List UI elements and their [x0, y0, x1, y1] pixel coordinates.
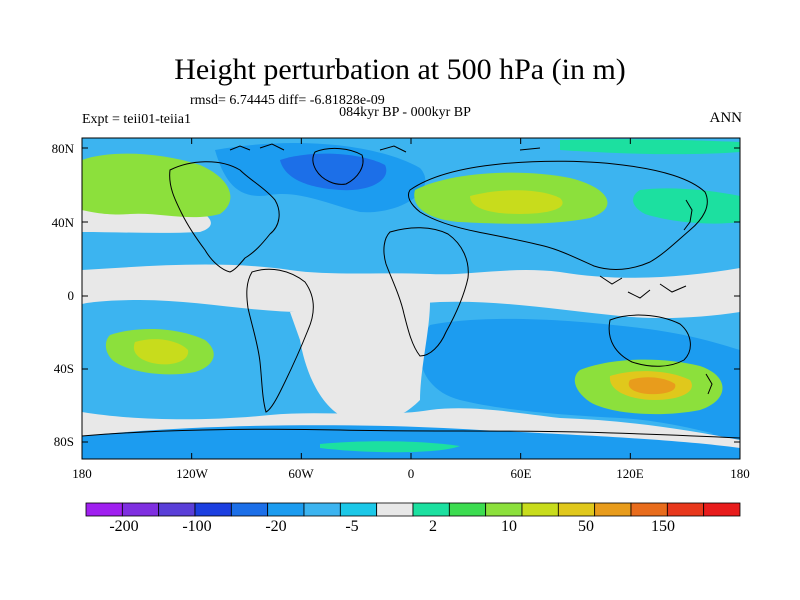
positive-anomaly-north-pacific [82, 153, 231, 218]
coastline-new-zealand [705, 373, 713, 395]
coastline-north-america [169, 161, 280, 273]
colorbar-label: -100 [182, 518, 211, 535]
lat-tick-label: 80S [54, 434, 74, 449]
colorbar-label: 150 [651, 518, 675, 535]
lat-tick-marks [82, 147, 740, 443]
lon-tick-label: 0 [408, 466, 415, 481]
colorbar [85, 502, 741, 517]
colorbar-swatch [666, 502, 705, 517]
colorbar-swatch [121, 502, 160, 517]
lat-tick-label: 0 [68, 288, 75, 303]
colorbar-swatch [303, 502, 341, 517]
coastline-antarctica [82, 428, 740, 439]
blue-region-tropics [82, 225, 740, 278]
lat-tick-label: 40S [54, 361, 74, 376]
chart-title: Height perturbation at 500 hPa (in m) [174, 53, 626, 86]
colorbar-swatch [630, 502, 668, 517]
experiment-label: Expt = teii01-teiia1 [82, 112, 191, 127]
colorbar-swatch [194, 502, 232, 517]
colorbar-swatch [485, 502, 523, 517]
positive-anomaly-europe-core [470, 190, 563, 214]
colorbar-swatch [376, 502, 414, 517]
colorbar-swatch [85, 502, 123, 517]
period-subtitle: 084kyr BP - 000kyr BP [339, 105, 471, 120]
negative-anomaly-greenland [280, 153, 387, 191]
positive-anomaly-arctic [560, 139, 740, 155]
season-label: ANN [709, 110, 743, 126]
neutral-band-southern [82, 408, 740, 448]
positive-anomaly-south-indian-peak [628, 377, 676, 395]
coastline-south-america [246, 268, 314, 413]
lon-tick-label: 120E [616, 466, 644, 481]
colorbar-swatch [521, 502, 559, 517]
coastlines [82, 143, 740, 439]
colorbar-swatch [339, 502, 378, 517]
colorbar-label: 2 [429, 518, 437, 535]
lon-tick-label: 120W [176, 466, 209, 481]
coastline-japan [683, 199, 693, 231]
colorbar-label: -5 [345, 518, 358, 535]
neutral-band-south-atlantic [290, 302, 430, 422]
neutral-band-equatorial [82, 264, 740, 319]
colorbar-label: 50 [578, 518, 594, 535]
lon-tick-marks [81, 138, 741, 459]
coastline-se-asia [599, 275, 687, 299]
colorbar-swatch [158, 502, 196, 517]
colorbar-label: -20 [265, 518, 286, 535]
colorbar-swatch [412, 502, 450, 517]
colorbar-label: 10 [501, 518, 517, 535]
lon-tick-label: 60E [511, 466, 532, 481]
blue-region-north-eurasia [440, 146, 705, 179]
positive-anomaly-west-pacific [633, 188, 740, 224]
lon-tick-label: 60W [288, 466, 314, 481]
coastline-australia [608, 314, 691, 367]
coastline-eurasia [407, 160, 708, 270]
colorbar-label: -200 [109, 518, 138, 535]
contour-field [82, 138, 740, 459]
lon-tick-label: 180 [72, 466, 92, 481]
coastline-arctic-islands [229, 143, 541, 153]
colorbar-swatch [448, 502, 487, 517]
blue-region-southern-ocean [82, 421, 740, 459]
lon-tick-label: 180 [730, 466, 750, 481]
colorbar-swatch [557, 502, 596, 517]
colorbar-swatch [267, 502, 305, 517]
lat-tick-label: 40N [52, 215, 75, 230]
colorbar-swatch [594, 502, 632, 517]
lat-tick-label: 80N [52, 141, 75, 156]
positive-anomaly-south-pacific-core [133, 339, 189, 365]
colorbar-labels: -200 -100 -20 -5 2 10 50 150 [109, 518, 675, 535]
coastline-africa [383, 227, 469, 357]
colorbar-swatch [230, 502, 269, 517]
positive-anomaly-antarctic [320, 441, 460, 453]
coastline-greenland [312, 147, 364, 185]
colorbar-swatch [703, 502, 741, 517]
rmsd-diff-stats: rmsd= 6.74445 diff= -6.81828e-09 [190, 93, 385, 108]
